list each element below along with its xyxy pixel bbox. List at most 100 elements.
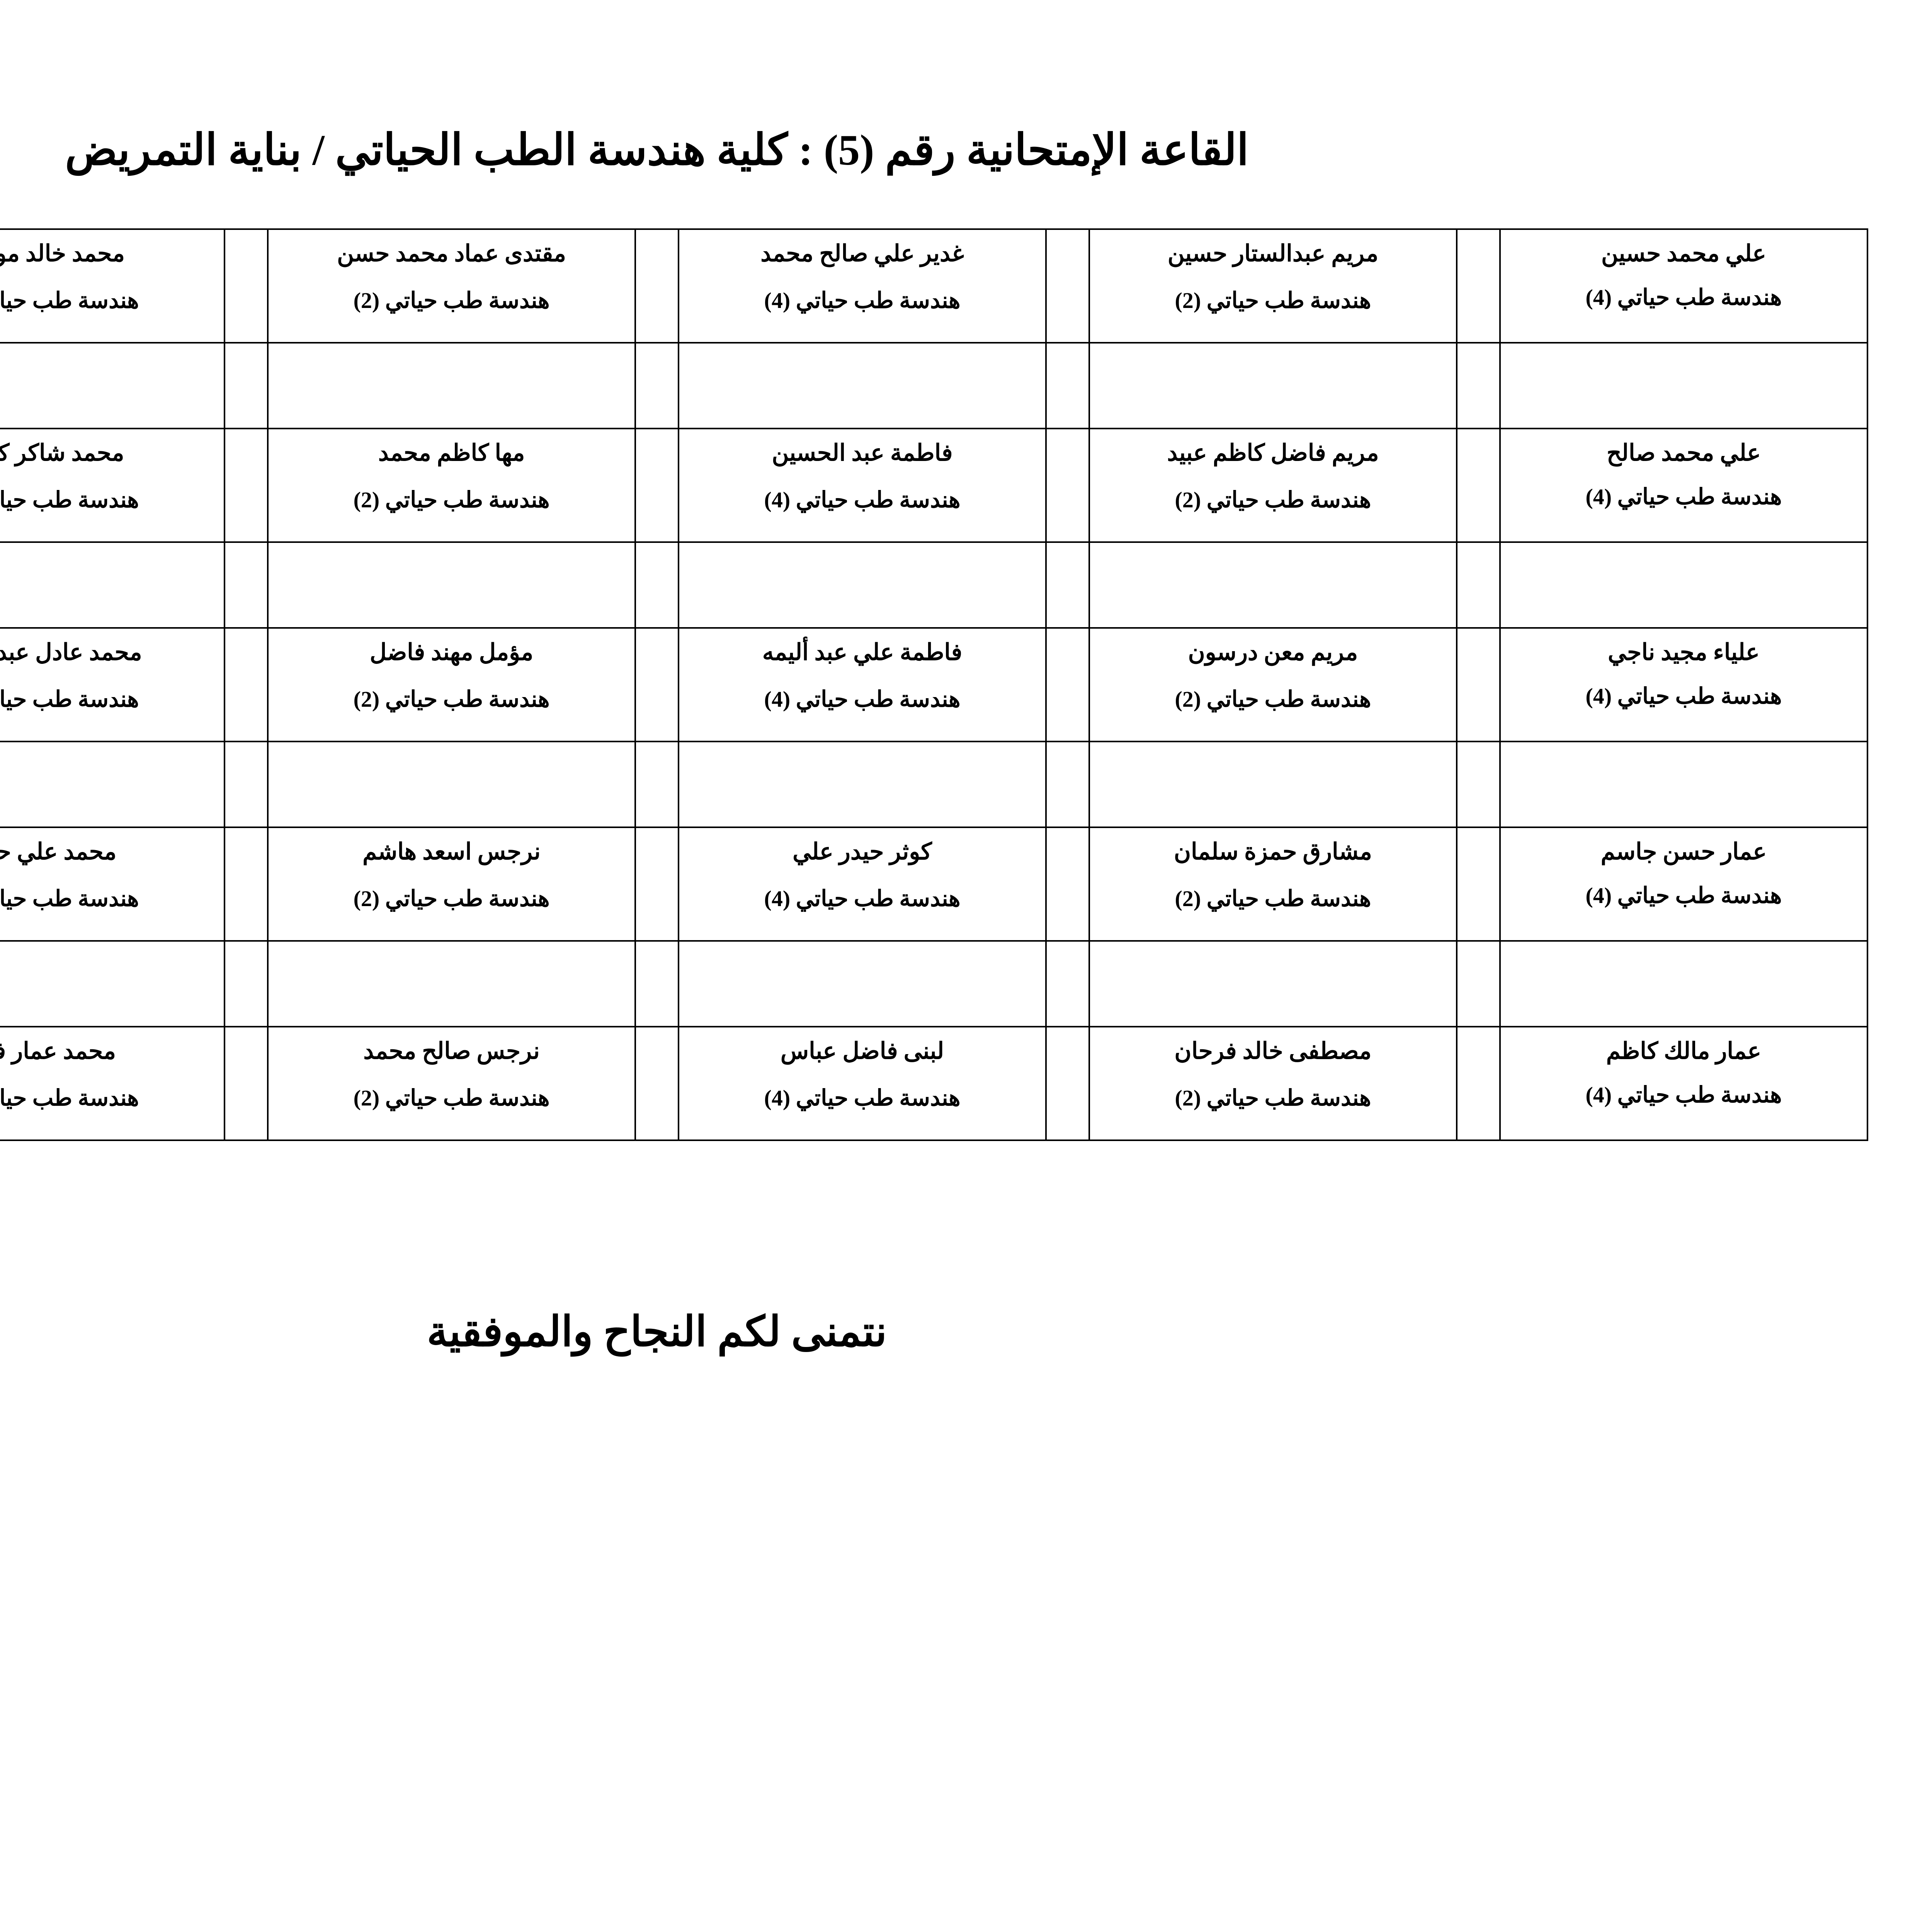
student-name: محمد عمار فالح [0,1038,116,1064]
student-name: محمد علي حامد [0,838,117,864]
student-name: غدير علي صالح محمد [760,240,964,266]
empty-cell [267,940,636,1027]
cell-content [679,344,1045,361]
student-cell: مريم معن درسون هندسة طب حياتي (2) [1088,627,1458,742]
cell-content [0,344,224,361]
cell-content [1501,742,1867,760]
empty-cell [1088,342,1458,429]
cell-content [225,942,267,959]
aisle-cell [224,228,269,344]
student-name: نرجس صالح محمد [363,1038,540,1064]
student-name: فاطمة علي عبد أليمه [762,639,963,665]
cell-content [1090,942,1456,959]
good-luck-message: نتمنى لكم النجاح والموفقية [427,1309,887,1355]
cell-content [1047,942,1088,959]
cell-content [1458,429,1499,447]
student-cell: علياء مجيد ناجي هندسة طب حياتي (4) [1499,627,1869,742]
student-cell: عمار مالك كاظم هندسة طب حياتي (4) [1499,1026,1869,1141]
cell-content [1458,344,1499,361]
empty-cell [677,740,1047,828]
cell-content [679,742,1045,760]
student-department: هندسة طب حياتي (2) [1175,686,1371,712]
cell-content: مريم فاضل كاظم عبيد هندسة طب حياتي (2) [1090,429,1456,521]
aisle-cell [1456,427,1501,543]
cell-content [0,942,224,959]
aisle-cell [634,342,679,429]
table-row: عمار حسن جاسم هندسة طب حياتي (4) مشارق حمز… [0,826,1869,942]
cell-content: فاطمة علي عبد أليمه هندسة طب حياتي (4) [679,629,1045,720]
student-cell: محمد عادل عبد الغني هندسة طب حياتي (4) [0,627,226,742]
student-department: هندسة طب حياتي (4) [0,1085,139,1111]
student-department: هندسة طب حياتي (2) [353,886,550,911]
student-cell: نرجس صالح محمد هندسة طب حياتي (2) [267,1026,636,1141]
student-department: هندسة طب حياتي (2) [353,1085,550,1111]
student-cell: غدير علي صالح محمد هندسة طب حياتي (4) [677,228,1047,344]
cell-content [636,344,678,361]
empty-cell [0,342,226,429]
student-department: هندسة طب حياتي (4) [1585,1082,1782,1107]
cell-content: مشارق حمزة سلمان هندسة طب حياتي (2) [1090,828,1456,920]
student-cell: محمد علي حامد هندسة طب حياتي (4) [0,826,226,942]
cell-content [1458,942,1499,959]
student-department: هندسة طب حياتي (4) [0,287,139,313]
cell-content [225,230,267,248]
student-department: هندسة طب حياتي (4) [764,686,961,712]
student-name: مشارق حمزة سلمان [1173,838,1372,864]
cell-content: غدير علي صالح محمد هندسة طب حياتي (4) [679,230,1045,321]
cell-content [636,543,678,561]
cell-content [1047,230,1088,248]
empty-cell [0,541,226,629]
aisle-cell [634,1026,679,1141]
cell-content [1458,1027,1499,1045]
student-name: محمد عادل عبد الغني [0,639,142,665]
student-cell: محمد شاكر كاظم هندسة طب حياتي (4) [0,427,226,543]
student-cell: مها كاظم محمد هندسة طب حياتي (2) [267,427,636,543]
cell-content [269,344,634,361]
cell-content [1458,828,1499,846]
cell-content [1458,742,1499,760]
student-name: فاطمة عبد الحسين [772,440,953,466]
student-department: هندسة طب حياتي (2) [1175,886,1371,911]
cell-content [1501,344,1867,361]
empty-cell [267,740,636,828]
student-cell: علي محمد صالح هندسة طب حياتي (4) [1499,427,1869,543]
empty-cell [267,342,636,429]
student-department: هندسة طب حياتي (4) [1585,484,1782,509]
aisle-cell [1456,940,1501,1027]
student-name: محمد شاكر كاظم [0,440,124,466]
student-name: علياء مجيد ناجي [1608,639,1760,665]
student-department: هندسة طب حياتي (2) [1175,287,1371,313]
empty-cell [0,940,226,1027]
cell-content: مؤمل مهند فاضل هندسة طب حياتي (2) [269,629,634,720]
empty-cell [0,740,226,828]
spacer-row [0,940,1869,1027]
cell-content: محمد خالد موحان هندسة طب حياتي (4) [0,230,224,321]
student-department: هندسة طب حياتي (4) [0,686,139,712]
student-name: مقتدى عماد محمد حسن [337,240,566,266]
seating-table-container: علي محمد حسين هندسة طب حياتي (4) مريم عبدا… [0,228,1869,1141]
aisle-cell [634,826,679,942]
aisle-cell [1456,1026,1501,1141]
cell-content [636,629,678,646]
student-name: مريم عبدالستار حسين [1167,240,1379,266]
aisle-cell [1456,342,1501,429]
cell-content [679,543,1045,561]
cell-content: محمد عمار فالح هندسة طب حياتي (4) [0,1027,224,1119]
student-cell: مقتدى عماد محمد حسن هندسة طب حياتي (2) [267,228,636,344]
cell-content: فاطمة عبد الحسين هندسة طب حياتي (4) [679,429,1045,521]
student-cell: مشارق حمزة سلمان هندسة طب حياتي (2) [1088,826,1458,942]
aisle-cell [1456,740,1501,828]
aisle-cell [1045,627,1090,742]
cell-content [225,629,267,646]
aisle-cell [224,541,269,629]
cell-content: عمار مالك كاظم هندسة طب حياتي (4) [1501,1027,1867,1116]
student-cell: كوثر حيدر علي هندسة طب حياتي (4) [677,826,1047,942]
cell-content: مصطفى خالد فرحان هندسة طب حياتي (2) [1090,1027,1456,1119]
cell-content: لبنى فاضل عباس هندسة طب حياتي (4) [679,1027,1045,1119]
aisle-cell [224,1026,269,1141]
student-cell: نرجس اسعد هاشم هندسة طب حياتي (2) [267,826,636,942]
aisle-cell [1456,228,1501,344]
cell-content [636,1027,678,1045]
aisle-cell [224,627,269,742]
empty-cell [1088,740,1458,828]
